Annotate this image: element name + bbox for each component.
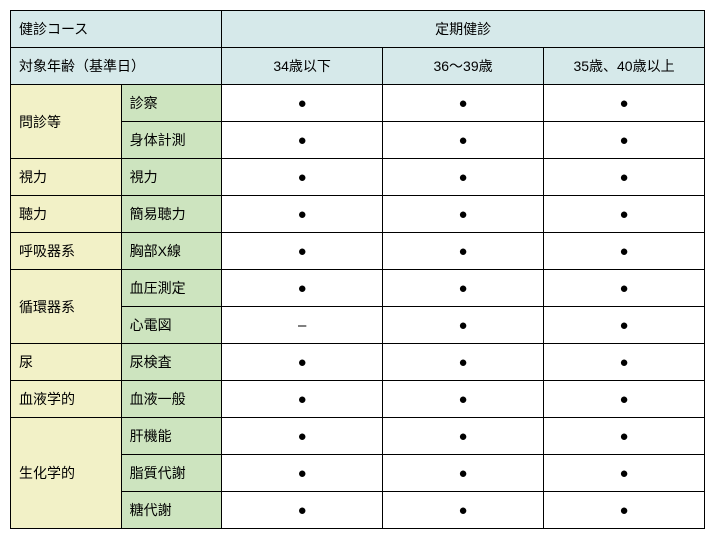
category-cell: 生化学的 — [11, 418, 122, 529]
category-cell: 聴力 — [11, 196, 122, 233]
mark-cell-1: ● — [383, 233, 544, 270]
item-cell: 心電図 — [121, 307, 222, 344]
mark-cell-0: ● — [222, 381, 383, 418]
mark-cell-0: ● — [222, 492, 383, 529]
table-row: 呼吸器系胸部X線●●● — [11, 233, 705, 270]
mark-cell-1: ● — [383, 159, 544, 196]
header-age-col-1: 36～39歳 — [383, 48, 544, 85]
mark-cell-2: ● — [544, 270, 705, 307]
mark-cell-2: ● — [544, 159, 705, 196]
mark-cell-0: ● — [222, 196, 383, 233]
mark-cell-1: ● — [383, 418, 544, 455]
mark-cell-1: ● — [383, 196, 544, 233]
item-cell: 視力 — [121, 159, 222, 196]
item-cell: 肝機能 — [121, 418, 222, 455]
mark-cell-1: ● — [383, 381, 544, 418]
category-cell: 問診等 — [11, 85, 122, 159]
mark-cell-2: ● — [544, 418, 705, 455]
category-cell: 視力 — [11, 159, 122, 196]
exam-table: 健診コース定期健診対象年齢（基準日）34歳以下36～39歳35歳、40歳以上問診… — [10, 10, 705, 529]
item-cell: 身体計測 — [121, 122, 222, 159]
mark-cell-2: ● — [544, 233, 705, 270]
table-row: 問診等診察●●● — [11, 85, 705, 122]
item-cell: 血圧測定 — [121, 270, 222, 307]
mark-cell-1: ● — [383, 270, 544, 307]
mark-cell-2: ● — [544, 492, 705, 529]
mark-cell-0: ● — [222, 270, 383, 307]
header-course-label: 健診コース — [11, 11, 222, 48]
mark-cell-1: ● — [383, 455, 544, 492]
mark-cell-2: ● — [544, 196, 705, 233]
table-row: 視力視力●●● — [11, 159, 705, 196]
mark-cell-1: ● — [383, 122, 544, 159]
item-cell: 診察 — [121, 85, 222, 122]
mark-cell-1: ● — [383, 492, 544, 529]
item-cell: 血液一般 — [121, 381, 222, 418]
table-row: 循環器系血圧測定●●● — [11, 270, 705, 307]
mark-cell-0: – — [222, 307, 383, 344]
header-course-value: 定期健診 — [222, 11, 705, 48]
mark-cell-0: ● — [222, 122, 383, 159]
table-row: 血液学的血液一般●●● — [11, 381, 705, 418]
mark-cell-0: ● — [222, 418, 383, 455]
mark-cell-2: ● — [544, 344, 705, 381]
table-row: 聴力簡易聴力●●● — [11, 196, 705, 233]
mark-cell-0: ● — [222, 233, 383, 270]
category-cell: 血液学的 — [11, 381, 122, 418]
category-cell: 呼吸器系 — [11, 233, 122, 270]
mark-cell-0: ● — [222, 344, 383, 381]
mark-cell-2: ● — [544, 122, 705, 159]
table-row: 生化学的肝機能●●● — [11, 418, 705, 455]
mark-cell-1: ● — [383, 307, 544, 344]
table-row: 尿尿検査●●● — [11, 344, 705, 381]
header-age-label: 対象年齢（基準日） — [11, 48, 222, 85]
item-cell: 簡易聴力 — [121, 196, 222, 233]
mark-cell-2: ● — [544, 455, 705, 492]
mark-cell-0: ● — [222, 455, 383, 492]
mark-cell-2: ● — [544, 85, 705, 122]
item-cell: 胸部X線 — [121, 233, 222, 270]
mark-cell-0: ● — [222, 85, 383, 122]
mark-cell-2: ● — [544, 381, 705, 418]
category-cell: 尿 — [11, 344, 122, 381]
mark-cell-1: ● — [383, 344, 544, 381]
mark-cell-0: ● — [222, 159, 383, 196]
mark-cell-2: ● — [544, 307, 705, 344]
header-age-col-0: 34歳以下 — [222, 48, 383, 85]
item-cell: 尿検査 — [121, 344, 222, 381]
item-cell: 糖代謝 — [121, 492, 222, 529]
header-age-col-2: 35歳、40歳以上 — [544, 48, 705, 85]
item-cell: 脂質代謝 — [121, 455, 222, 492]
mark-cell-1: ● — [383, 85, 544, 122]
category-cell: 循環器系 — [11, 270, 122, 344]
